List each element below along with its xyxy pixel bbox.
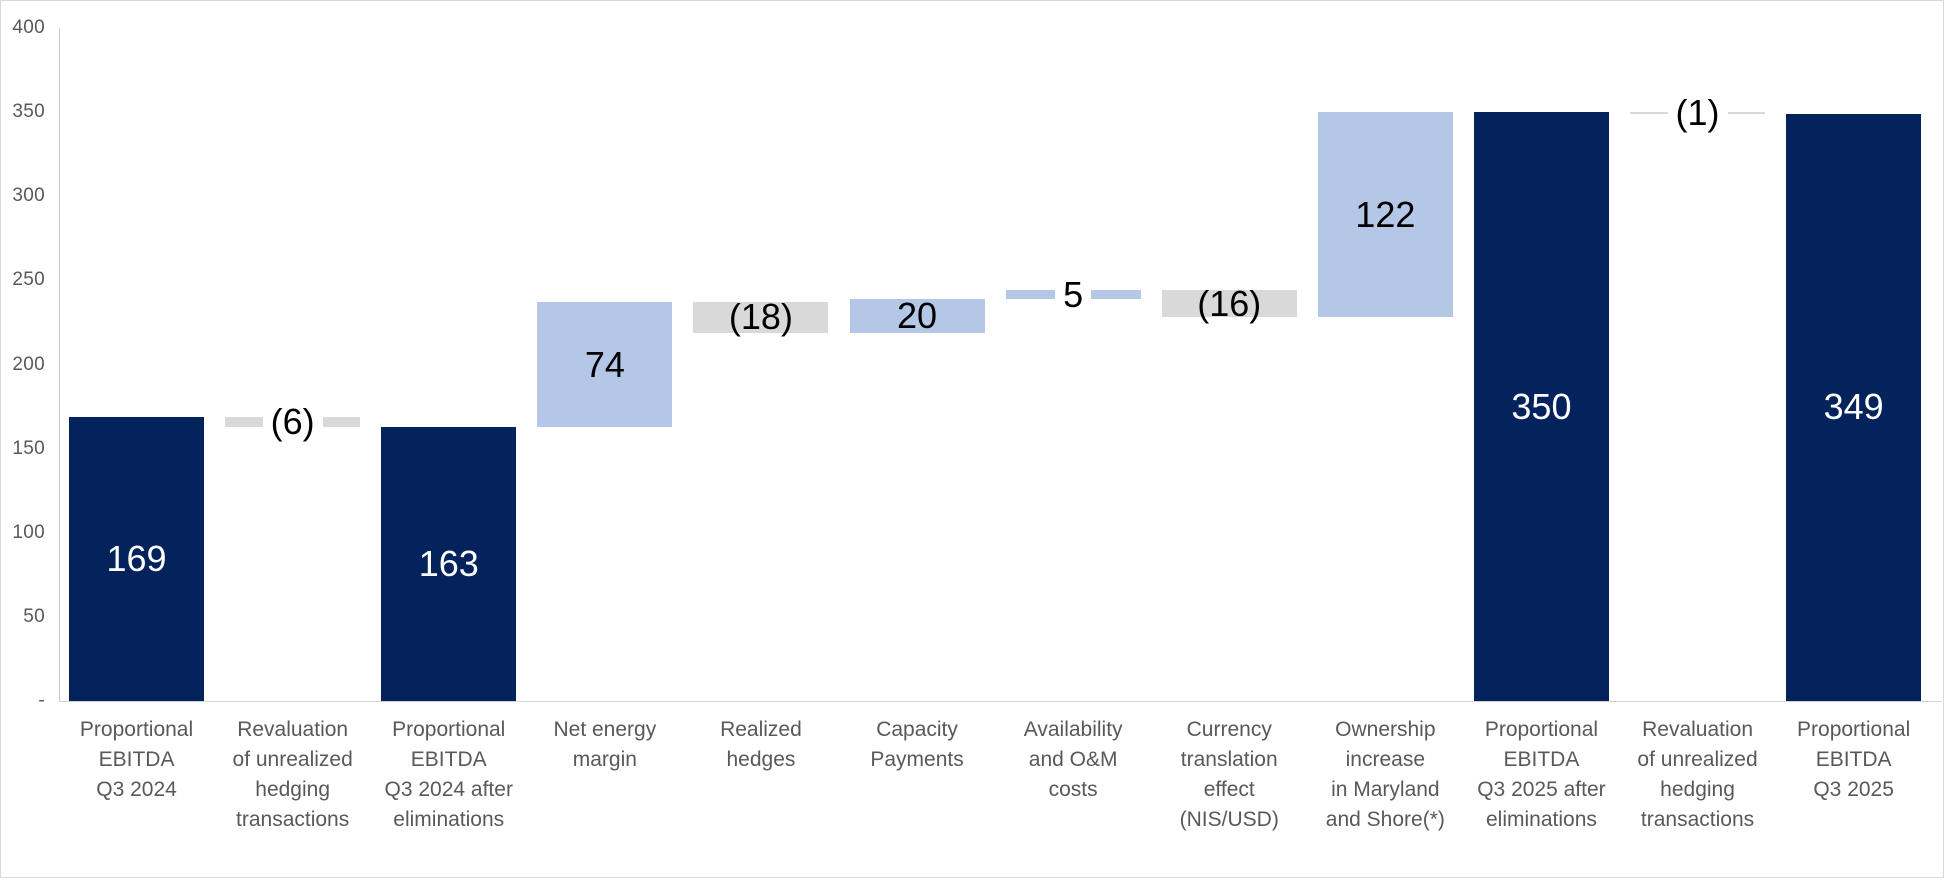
bar-value-label: 20 <box>897 294 938 336</box>
category-label: Proportional EBITDA Q3 2025 after elimin… <box>1477 718 1606 831</box>
y-axis-tick-label: 100 <box>12 521 45 543</box>
bar-value-label: (16) <box>1197 282 1262 324</box>
y-axis-tick-label: 250 <box>12 269 45 291</box>
y-axis-tick-label: 50 <box>23 605 45 627</box>
waterfall-bar-total <box>381 426 517 701</box>
waterfall-bar-increase <box>1317 112 1453 318</box>
category-label: Availability and O&M costs <box>1023 718 1123 801</box>
bar-value-label: 122 <box>1355 193 1416 235</box>
bar-value-label: (1) <box>1667 93 1728 134</box>
category-label: Realized hedges <box>720 718 802 771</box>
bar-value-label: 350 <box>1511 385 1572 427</box>
y-axis-tick-label: 350 <box>12 101 45 123</box>
bar-value-label: 5 <box>1055 274 1092 315</box>
waterfall-bar-total <box>69 416 205 701</box>
category-label: Proportional EBITDA Q3 2024 <box>79 718 194 801</box>
bar-value-label: 163 <box>418 542 479 584</box>
category-label: Capacity Payments <box>870 718 964 771</box>
x-axis-line <box>58 701 1942 702</box>
bar-value-label: 349 <box>1823 386 1884 428</box>
y-axis-tick-label: 300 <box>12 185 45 207</box>
bar-value-label: (18) <box>728 296 793 338</box>
waterfall-bar-decrease <box>1161 290 1297 318</box>
category-label: Revaluation of unrealized hedging transa… <box>232 718 353 831</box>
y-axis-tick-label: - <box>38 690 45 711</box>
y-axis-tick-label: 400 <box>12 17 45 38</box>
waterfall-bar-total <box>1473 112 1609 701</box>
category-label: Proportional EBITDA Q3 2025 <box>1797 718 1911 801</box>
waterfall-bar-decrease <box>693 302 829 333</box>
waterfall-bar-increase <box>849 298 985 333</box>
y-axis-tick-label: 150 <box>12 437 45 459</box>
category-label: Revaluation of unrealized hedging transa… <box>1637 718 1758 831</box>
category-label: Ownership increase in Maryland and Shore… <box>1325 718 1445 831</box>
waterfall-bar-increase <box>537 302 673 427</box>
category-label: Net energy margin <box>553 718 657 771</box>
y-axis-line <box>58 28 60 701</box>
category-label: Proportional EBITDA Q3 2024 after elimin… <box>384 718 513 831</box>
waterfall-bar-total <box>1786 113 1922 701</box>
bar-value-label: 74 <box>584 343 625 385</box>
y-axis-tick-label: 200 <box>12 353 45 375</box>
bar-value-label: 169 <box>106 537 167 579</box>
bar-value-label: (6) <box>262 401 323 442</box>
category-label: Currency translation effect (NIS/USD) <box>1179 718 1279 831</box>
